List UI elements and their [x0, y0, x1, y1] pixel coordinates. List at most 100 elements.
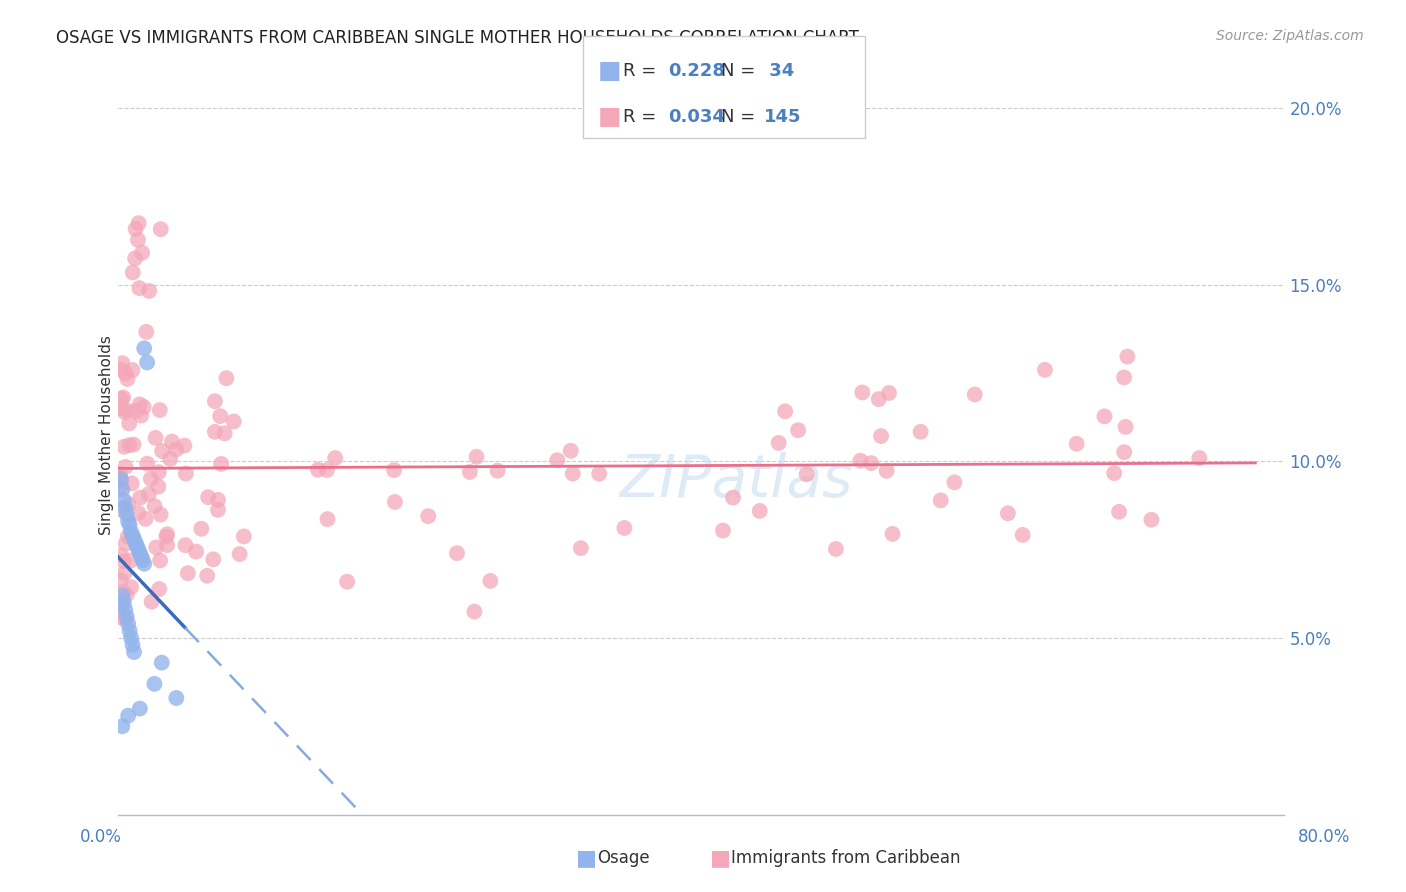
Point — [860, 456, 883, 470]
Point — [132, 400, 155, 414]
Point — [1114, 445, 1136, 459]
Point — [129, 409, 152, 423]
Point — [882, 527, 904, 541]
Point — [149, 222, 172, 236]
Point — [232, 529, 254, 543]
Point — [121, 638, 143, 652]
Point — [721, 491, 744, 505]
Point — [112, 440, 135, 454]
Point — [214, 426, 236, 441]
Point — [115, 508, 138, 522]
Point — [110, 479, 132, 493]
Point — [165, 442, 187, 457]
Point — [121, 528, 143, 542]
Point — [148, 479, 170, 493]
Text: ■: ■ — [598, 105, 621, 128]
Point — [384, 495, 406, 509]
Text: 80.0%: 80.0% — [1298, 828, 1351, 846]
Point — [114, 405, 136, 419]
Point — [997, 506, 1019, 520]
Point — [128, 397, 150, 411]
Point — [1115, 420, 1137, 434]
Point — [145, 541, 167, 555]
Point — [120, 631, 142, 645]
Point — [613, 521, 636, 535]
Text: ■: ■ — [576, 848, 598, 868]
Point — [711, 524, 734, 538]
Point — [128, 216, 150, 230]
Text: Immigrants from Caribbean: Immigrants from Caribbean — [731, 849, 960, 867]
Point — [111, 483, 134, 497]
Point — [207, 492, 229, 507]
Point — [204, 394, 226, 409]
Point — [174, 538, 197, 552]
Point — [120, 553, 142, 567]
Point — [111, 356, 134, 370]
Point — [316, 512, 339, 526]
Point — [546, 453, 568, 467]
Point — [159, 452, 181, 467]
Point — [110, 472, 132, 486]
Point — [112, 596, 135, 610]
Point — [117, 515, 139, 529]
Point — [112, 585, 135, 599]
Point — [118, 438, 141, 452]
Point — [190, 522, 212, 536]
Point — [868, 392, 890, 406]
Point — [870, 429, 893, 443]
Point — [876, 464, 898, 478]
Point — [150, 444, 173, 458]
Point — [110, 401, 132, 416]
Point — [160, 434, 183, 449]
Point — [121, 363, 143, 377]
Point — [156, 538, 179, 552]
Point — [127, 542, 149, 557]
Point — [963, 387, 986, 401]
Point — [145, 431, 167, 445]
Point — [132, 553, 155, 567]
Point — [129, 491, 152, 505]
Point — [143, 677, 166, 691]
Text: 34: 34 — [763, 62, 794, 80]
Point — [141, 594, 163, 608]
Point — [307, 463, 329, 477]
Point — [121, 476, 143, 491]
Point — [111, 597, 134, 611]
Point — [446, 546, 468, 560]
Point — [1140, 513, 1163, 527]
Point — [117, 616, 139, 631]
Point — [127, 233, 149, 247]
Point — [110, 574, 132, 588]
Point — [316, 463, 339, 477]
Point — [156, 527, 179, 541]
Text: ■: ■ — [710, 848, 731, 868]
Point — [120, 524, 142, 539]
Point — [228, 547, 250, 561]
Point — [796, 467, 818, 482]
Point — [134, 341, 156, 355]
Point — [773, 404, 796, 418]
Text: ZIPatlas: ZIPatlas — [620, 452, 853, 509]
Point — [121, 265, 143, 279]
Point — [149, 553, 172, 567]
Point — [114, 603, 136, 617]
Point — [1108, 505, 1130, 519]
Point — [173, 439, 195, 453]
Point — [125, 404, 148, 418]
Point — [165, 691, 187, 706]
Point — [124, 222, 146, 236]
Text: 145: 145 — [763, 108, 801, 126]
Point — [114, 536, 136, 550]
Point — [114, 611, 136, 625]
Point — [849, 454, 872, 468]
Point — [560, 443, 582, 458]
Point — [122, 645, 145, 659]
Text: 0.228: 0.228 — [668, 62, 725, 80]
Point — [118, 417, 141, 431]
Point — [112, 554, 135, 568]
Point — [209, 409, 232, 424]
Point — [148, 465, 170, 479]
Point — [110, 549, 132, 563]
Point — [138, 284, 160, 298]
Point — [118, 517, 141, 532]
